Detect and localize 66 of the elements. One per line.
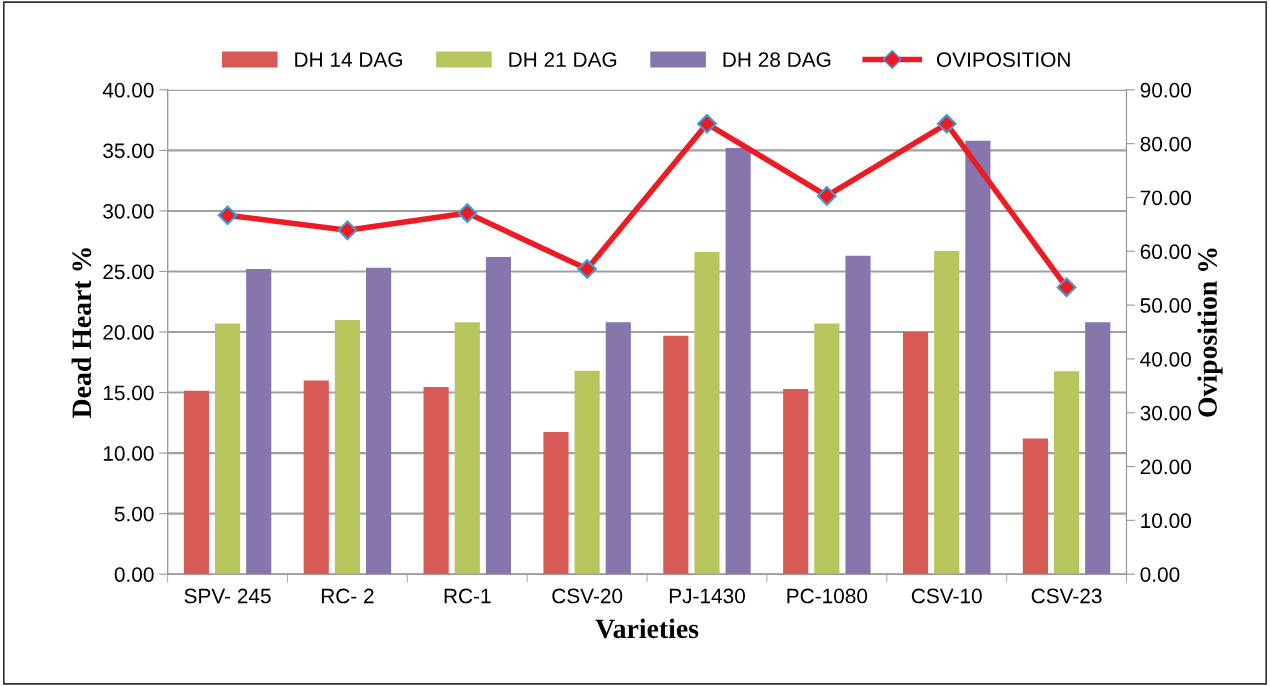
bar bbox=[1022, 438, 1048, 575]
bar bbox=[366, 267, 392, 575]
legend-label: DH 14 DAG bbox=[295, 52, 402, 67]
bar bbox=[485, 256, 512, 575]
bar bbox=[605, 322, 631, 575]
x-tick-label: CSV-10 bbox=[911, 588, 982, 604]
bar bbox=[246, 269, 272, 575]
y2-tick-label: 10.00 bbox=[1141, 513, 1191, 529]
legend-label: DH 28 DAG bbox=[723, 52, 831, 67]
bar bbox=[543, 431, 569, 575]
point bbox=[217, 205, 238, 226]
y2-tick-label: 20.00 bbox=[1140, 459, 1191, 475]
y2-tick-label: 30.00 bbox=[1140, 405, 1191, 421]
x-tick-label: PJ-1430 bbox=[669, 588, 745, 604]
y2-tick-label: 50.00 bbox=[1140, 298, 1191, 313]
x-tick-label: CSV-23 bbox=[1031, 588, 1102, 604]
bar bbox=[183, 390, 209, 575]
y2-tick-label: 40.00 bbox=[1140, 351, 1191, 367]
y2-tick-label: 60.00 bbox=[1140, 244, 1191, 260]
point bbox=[697, 113, 717, 134]
y2-tick-label: 90.00 bbox=[1140, 82, 1191, 98]
y2-tick-label: 0.00 bbox=[1140, 567, 1180, 582]
y-tick-label: 20.00 bbox=[103, 325, 154, 340]
x-tick-label: PC-1080 bbox=[787, 588, 868, 604]
bar bbox=[423, 387, 449, 575]
bar bbox=[965, 140, 991, 575]
point bbox=[936, 113, 957, 134]
bar bbox=[214, 323, 241, 575]
bar bbox=[934, 250, 960, 575]
point bbox=[816, 186, 837, 206]
bar bbox=[663, 335, 689, 575]
x-axis-title: Varieties bbox=[595, 618, 699, 639]
y-tick-label: 30.00 bbox=[103, 203, 154, 219]
bar bbox=[845, 255, 871, 575]
bar bbox=[783, 388, 809, 575]
x-tick-label: RC-1 bbox=[444, 588, 491, 604]
bar bbox=[334, 319, 361, 575]
x-tick-label: RC- 2 bbox=[321, 588, 374, 604]
bar bbox=[1085, 322, 1111, 575]
point bbox=[457, 203, 478, 223]
y-tick-label: 10.00 bbox=[103, 446, 154, 461]
bar bbox=[725, 147, 751, 575]
bar bbox=[303, 380, 329, 575]
legend-label: DH 21 DAG bbox=[509, 52, 617, 67]
bar bbox=[574, 370, 600, 575]
bar bbox=[902, 332, 929, 575]
y-tick-label: 5.00 bbox=[114, 506, 154, 522]
y-tick-label: 40.00 bbox=[102, 82, 154, 98]
bar bbox=[454, 322, 480, 575]
point bbox=[1056, 277, 1077, 298]
y2-axis-title: Oviposition % bbox=[1197, 248, 1223, 417]
x-tick-label: SPV- 245 bbox=[184, 588, 271, 604]
point bbox=[577, 259, 598, 279]
bar bbox=[814, 323, 840, 575]
y-tick-label: 35.00 bbox=[103, 143, 154, 159]
bar bbox=[1053, 371, 1080, 575]
y-tick-label: 25.00 bbox=[103, 264, 154, 280]
y-axis-title: Dead Heart % bbox=[71, 248, 92, 418]
y-tick-label: 0.00 bbox=[114, 567, 154, 582]
y2-tick-label: 70.00 bbox=[1140, 190, 1191, 206]
x-tick-label: CSV-20 bbox=[552, 588, 623, 604]
bar bbox=[694, 252, 720, 575]
y2-tick-label: 80.00 bbox=[1140, 136, 1191, 152]
y-tick-label: 15.00 bbox=[103, 385, 154, 401]
legend-label: OVIPOSITION bbox=[936, 52, 1070, 67]
point bbox=[337, 220, 358, 241]
